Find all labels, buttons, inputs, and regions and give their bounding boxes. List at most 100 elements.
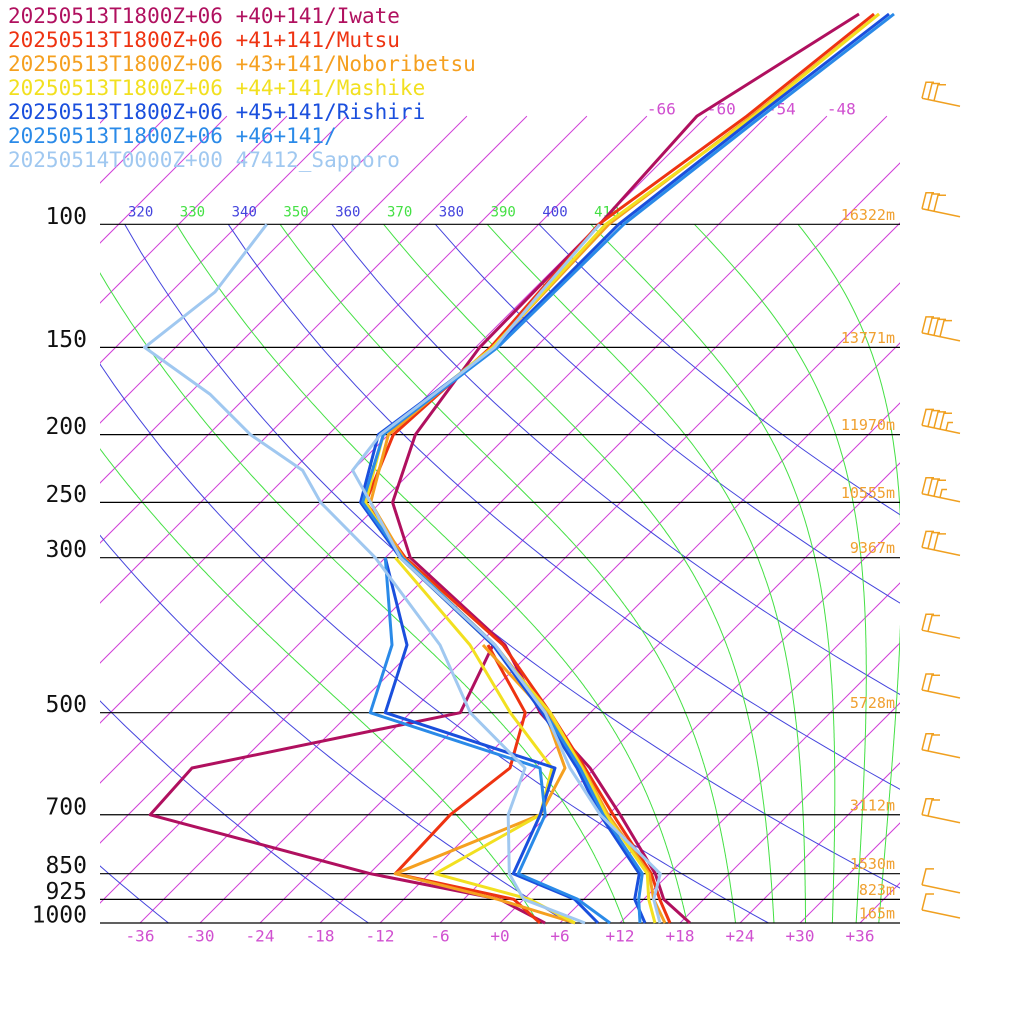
isotherm [199, 222, 900, 923]
height-label: 165m [859, 905, 895, 923]
pressure-label: 100 [45, 204, 87, 230]
x-tick-label: +36 [846, 927, 875, 946]
isotherm [100, 115, 288, 304]
adiabat-label: 370 [387, 204, 412, 220]
legend-entry: 20250514T0000Z+00 47412_Sapporo [8, 148, 400, 172]
pressure-label: 925 [45, 879, 87, 905]
isotherm [139, 162, 900, 923]
isotherm [100, 115, 528, 544]
legend-entry: 20250513T1800Z+06 +46+141/ [8, 124, 337, 148]
isotherm [100, 115, 588, 604]
x-tick-label: -6 [430, 927, 449, 946]
top-tick-label: -66 [647, 100, 676, 119]
x-tick-label: +6 [550, 927, 569, 946]
isotherm [100, 115, 648, 664]
adiabat-label: 320 [128, 204, 153, 220]
dewpoint-line [143, 223, 586, 925]
dewpoint-line [394, 556, 576, 925]
pressure-label: 850 [45, 853, 87, 879]
temperature-line [369, 12, 880, 924]
wind-barb [921, 673, 961, 699]
pressure-label: 700 [45, 794, 87, 820]
isotherm [100, 115, 828, 844]
x-tick-label: +18 [666, 927, 695, 946]
x-tick-label: -30 [186, 927, 215, 946]
x-tick-label: +24 [726, 927, 755, 946]
pressure-label: 300 [45, 537, 87, 563]
profiles [143, 12, 895, 925]
x-tick-label: +30 [786, 927, 815, 946]
pressure-label: 500 [45, 692, 87, 718]
temperature-line [361, 12, 895, 924]
height-label: 5728m [850, 694, 895, 712]
moist-adiabat [100, 272, 625, 923]
height-label: 13771m [841, 329, 895, 347]
temperature-line [351, 223, 662, 924]
x-tick-label: -12 [366, 927, 395, 946]
legend-entry: 20250513T1800Z+06 +41+141/Mutsu [8, 28, 400, 52]
temperature-line [391, 12, 860, 925]
isotherm [439, 462, 900, 923]
dewpoint-line [393, 644, 542, 925]
dry-adiabat [227, 224, 900, 790]
wind-barb [921, 733, 961, 759]
height-label: 1530m [850, 855, 895, 873]
wind-barb [921, 893, 961, 919]
isotherm [319, 342, 900, 923]
adiabat-label: 380 [439, 204, 464, 220]
x-tick-label: +12 [606, 927, 635, 946]
dewpoint-line [368, 557, 611, 925]
height-label: 3112m [850, 796, 895, 814]
isotherm [499, 522, 900, 923]
wind-barb [921, 613, 961, 639]
isotherm [379, 402, 900, 923]
isotherm [100, 115, 768, 784]
pressure-label: 150 [45, 327, 87, 353]
isotherm [799, 822, 900, 923]
pressure-label: 1000 [32, 903, 87, 929]
height-label: 9367m [850, 539, 895, 557]
dewpoint-line [148, 644, 546, 925]
legend-entry: 20250513T1800Z+06 +45+141/Rishiri [8, 100, 425, 124]
x-tick-label: -36 [126, 927, 155, 946]
wind-barb [921, 81, 961, 107]
isotherm [679, 702, 900, 923]
wind-barb [921, 316, 961, 342]
height-label: 10555m [841, 484, 895, 502]
isotherm [259, 282, 900, 923]
adiabat-label: 340 [232, 204, 257, 220]
legend-entry: 20250513T1800Z+06 +40+141/Iwate [8, 4, 400, 28]
isotherm [100, 115, 888, 904]
adiabat-label: 400 [542, 204, 567, 220]
pressure-label: 200 [45, 414, 87, 440]
wind-barb [921, 408, 961, 435]
isotherm [100, 115, 228, 244]
adiabat-label: 390 [491, 204, 516, 220]
wind-barb [921, 868, 961, 894]
x-tick-label: -18 [306, 927, 335, 946]
temperature-line [364, 12, 875, 924]
adiabat-label: 330 [180, 204, 205, 220]
wind-barb [921, 798, 961, 824]
wind-barbs [921, 81, 961, 919]
moist-adiabat [383, 223, 775, 923]
wind-barb [921, 192, 961, 218]
moist-adiabat [590, 223, 836, 923]
isotherm [559, 582, 900, 923]
dry-adiabat [331, 223, 900, 695]
top-tick-label: -48 [827, 100, 856, 119]
legend-entry: 20250513T1800Z+06 +44+141/Mashike [8, 76, 425, 100]
adiabat-label: 350 [283, 204, 308, 220]
pressure-label: 250 [45, 482, 87, 508]
isotherm [100, 115, 408, 424]
isotherm [739, 762, 900, 923]
adiabat-label: 360 [335, 204, 360, 220]
isotherm [619, 642, 900, 923]
isotherm [100, 115, 468, 484]
legend-entry: 20250513T1800Z+06 +43+141/Noboribetsu [8, 52, 476, 76]
legend: 20250513T1800Z+06 +40+141/Iwate20250513T… [8, 4, 476, 172]
height-label: 16322m [841, 206, 895, 224]
height-label: 11970m [841, 416, 895, 434]
x-tick-label: -24 [246, 927, 275, 946]
